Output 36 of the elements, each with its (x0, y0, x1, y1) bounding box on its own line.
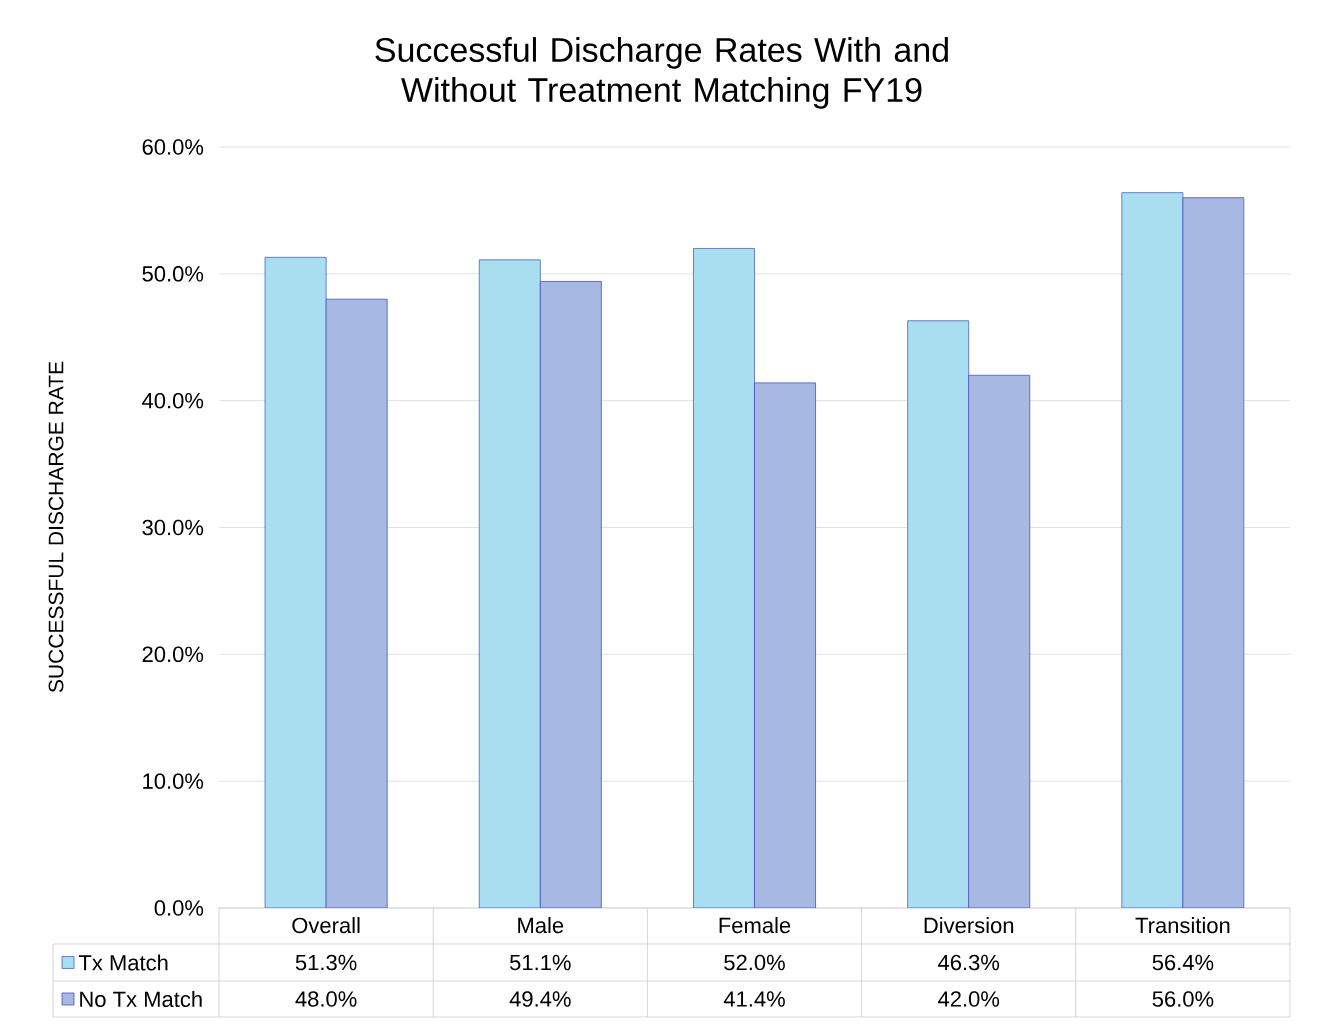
y-axis-title: SUCCESSFUL DISCHARGE RATE (48, 361, 64, 693)
data-label: 46.3% (938, 954, 1000, 971)
chart-title: Successful Discharge Rates With and Without Treatment Matching FY19 (375, 37, 948, 109)
bar (264, 256, 327, 908)
y-tick-label: 60.0% (142, 139, 204, 155)
y-tick-label: 50.0% (142, 266, 204, 282)
data-label: 51.3% (295, 954, 357, 971)
data-label: 42.0% (938, 991, 1000, 1007)
data-label: 49.4% (509, 991, 571, 1007)
data-label: 52.0% (724, 954, 785, 971)
y-tick-label: 40.0% (142, 392, 204, 409)
y-tick-label: 30.0% (142, 519, 204, 536)
bar (1121, 192, 1184, 908)
x-tick-label: Diversion (924, 917, 1014, 934)
x-tick-label: Male (518, 917, 564, 934)
data-label: 48.0% (295, 991, 357, 1007)
bar (1182, 197, 1245, 908)
bar (754, 382, 816, 908)
x-tick-label: Overall (292, 917, 360, 934)
bar (907, 320, 970, 908)
data-label: 56.0% (1152, 991, 1214, 1007)
data-label: 56.4% (1152, 954, 1214, 971)
y-tick-label: 10.0% (143, 773, 204, 789)
data-label: 51.1% (510, 954, 571, 971)
bar (968, 374, 1031, 908)
y-tick-label: 0.0% (154, 900, 204, 916)
bar (325, 298, 388, 908)
legend-label: No Tx Match (80, 990, 202, 1008)
bar (478, 259, 541, 908)
x-tick-label: Female (719, 917, 791, 934)
bar (693, 248, 755, 908)
bar (539, 281, 602, 908)
y-tick-label: 20.0% (142, 646, 204, 663)
data-label: 41.4% (723, 991, 785, 1007)
legend-label: Tx Match (78, 954, 168, 971)
x-tick-label: Transition (1135, 917, 1230, 934)
